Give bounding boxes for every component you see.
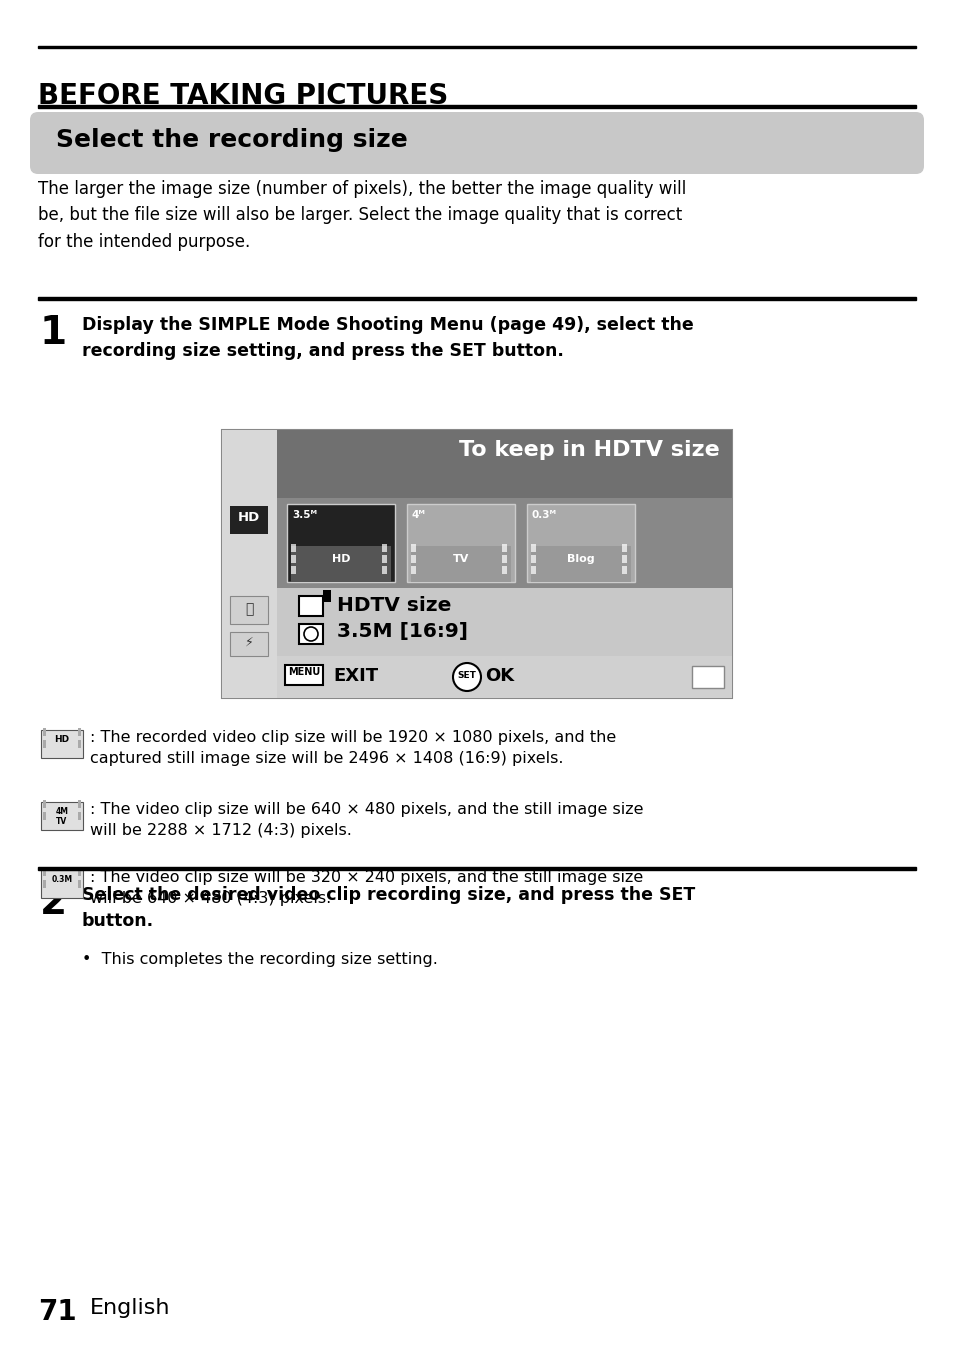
- Bar: [291, 566, 295, 574]
- Bar: [298, 624, 323, 644]
- Bar: [411, 555, 416, 564]
- Text: HD: HD: [332, 554, 350, 564]
- Bar: [43, 880, 46, 888]
- Bar: [78, 880, 81, 888]
- Bar: [276, 498, 731, 588]
- Text: 71: 71: [38, 1298, 76, 1326]
- Bar: [38, 297, 915, 300]
- Text: 4ᴹ: 4ᴹ: [412, 510, 425, 521]
- Text: 0.3ᴹ: 0.3ᴹ: [532, 510, 557, 521]
- Bar: [41, 870, 83, 898]
- Bar: [43, 868, 46, 876]
- Bar: [276, 588, 731, 656]
- Text: 3.5ᴹ: 3.5ᴹ: [292, 510, 316, 521]
- Bar: [222, 430, 731, 698]
- Bar: [501, 555, 506, 564]
- Text: OK: OK: [484, 667, 514, 685]
- Bar: [531, 566, 536, 574]
- Bar: [411, 543, 416, 551]
- Bar: [38, 105, 915, 108]
- Circle shape: [453, 663, 480, 691]
- Bar: [230, 506, 268, 534]
- Bar: [621, 543, 626, 551]
- Bar: [43, 812, 46, 820]
- Text: 4M
TV: 4M TV: [55, 807, 69, 826]
- Bar: [501, 543, 506, 551]
- Text: BEFORE TAKING PICTURES: BEFORE TAKING PICTURES: [38, 82, 448, 110]
- Text: : The recorded video clip size will be 1920 × 1080 pixels, and the
captured stil: : The recorded video clip size will be 1…: [90, 730, 616, 767]
- Text: SET: SET: [457, 671, 476, 681]
- Text: : The video clip size will be 320 × 240 pixels, and the still image size
will be: : The video clip size will be 320 × 240 …: [90, 870, 642, 907]
- Text: The larger the image size (number of pixels), the better the image quality will
: The larger the image size (number of pix…: [38, 180, 685, 250]
- Text: 1: 1: [40, 313, 67, 352]
- Bar: [78, 800, 81, 808]
- Bar: [43, 728, 46, 736]
- Bar: [38, 46, 915, 48]
- Text: •  This completes the recording size setting.: • This completes the recording size sett…: [82, 952, 437, 967]
- Bar: [531, 543, 536, 551]
- Text: Blog: Blog: [567, 554, 594, 564]
- Text: To keep in HDTV size: To keep in HDTV size: [458, 440, 720, 460]
- Bar: [621, 555, 626, 564]
- Bar: [411, 546, 511, 582]
- Text: TV: TV: [453, 554, 469, 564]
- Text: Select the recording size: Select the recording size: [56, 128, 407, 152]
- Bar: [230, 632, 268, 656]
- Text: ⛰: ⛰: [245, 603, 253, 616]
- Bar: [43, 740, 46, 748]
- Bar: [691, 666, 723, 689]
- Bar: [287, 504, 395, 582]
- Text: Display the SIMPLE Mode Shooting Menu (page 49), select the
recording size setti: Display the SIMPLE Mode Shooting Menu (p…: [82, 316, 693, 359]
- Bar: [38, 868, 915, 870]
- Bar: [78, 740, 81, 748]
- Bar: [222, 588, 276, 698]
- Bar: [78, 868, 81, 876]
- Bar: [621, 566, 626, 574]
- Bar: [222, 430, 276, 698]
- Bar: [411, 566, 416, 574]
- Text: HDTV size: HDTV size: [336, 596, 451, 615]
- Bar: [526, 504, 635, 582]
- Text: EXIT: EXIT: [333, 667, 377, 685]
- Bar: [531, 546, 630, 582]
- Bar: [285, 664, 323, 685]
- Text: 0.3M: 0.3M: [51, 876, 72, 884]
- Bar: [230, 596, 268, 624]
- Bar: [291, 555, 295, 564]
- Bar: [291, 546, 391, 582]
- Text: 3.5M [16:9]: 3.5M [16:9]: [336, 621, 468, 642]
- Bar: [78, 728, 81, 736]
- Bar: [291, 543, 295, 551]
- Bar: [323, 590, 331, 603]
- Text: ⚡: ⚡: [244, 636, 253, 650]
- Bar: [381, 543, 387, 551]
- Text: : The video clip size will be 640 × 480 pixels, and the still image size
will be: : The video clip size will be 640 × 480 …: [90, 802, 643, 838]
- Text: English: English: [90, 1298, 171, 1318]
- Text: HD: HD: [54, 734, 70, 744]
- Bar: [78, 812, 81, 820]
- Bar: [41, 730, 83, 759]
- Text: Select the desired video clip recording size, and press the SET
button.: Select the desired video clip recording …: [82, 886, 695, 929]
- Bar: [501, 566, 506, 574]
- Bar: [41, 802, 83, 830]
- FancyBboxPatch shape: [30, 112, 923, 174]
- Bar: [381, 566, 387, 574]
- Bar: [381, 555, 387, 564]
- Bar: [298, 596, 323, 616]
- Text: HD: HD: [237, 511, 260, 525]
- Bar: [43, 800, 46, 808]
- Bar: [531, 555, 536, 564]
- Text: MENU: MENU: [288, 667, 320, 677]
- Bar: [276, 430, 731, 498]
- Text: 2: 2: [40, 884, 67, 923]
- Circle shape: [304, 627, 317, 642]
- Bar: [221, 429, 732, 699]
- Bar: [407, 504, 515, 582]
- Bar: [276, 656, 731, 698]
